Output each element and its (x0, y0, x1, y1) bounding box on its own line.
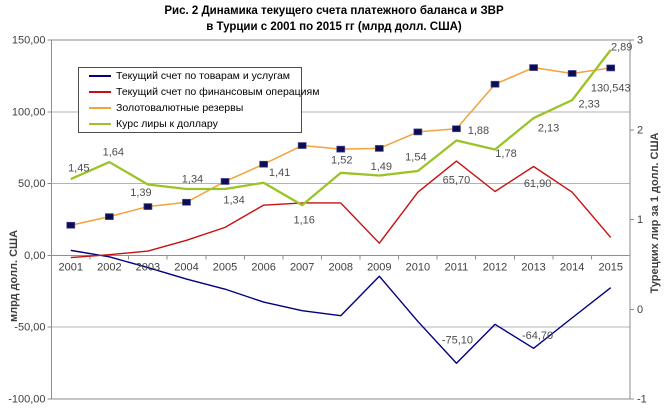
svg-text:2006: 2006 (251, 261, 275, 273)
legend-label: Текущий счет по товарам и услугам (116, 70, 291, 82)
svg-text:1,78: 1,78 (495, 148, 516, 160)
svg-text:2: 2 (637, 124, 643, 136)
svg-text:2,13: 2,13 (538, 123, 559, 135)
legend-item-lira-exchange-rate: Курс лиры к доллару (79, 116, 301, 132)
legend-swatch-navy-line (89, 75, 111, 77)
svg-text:1,52: 1,52 (331, 154, 352, 166)
svg-text:0,00: 0,00 (24, 250, 45, 262)
legend-item-gold-currency-reserves: Золотовалютные резервы (79, 100, 301, 116)
svg-text:2010: 2010 (406, 261, 430, 273)
svg-text:100,00: 100,00 (12, 106, 46, 118)
svg-text:1,45: 1,45 (68, 163, 89, 175)
svg-text:2005: 2005 (213, 261, 237, 273)
svg-text:1,88: 1,88 (468, 125, 489, 137)
chart-title-line1: Рис. 2 Динамика текущего счета платежног… (164, 5, 504, 17)
legend-label: Курс лиры к доллару (116, 118, 218, 130)
svg-text:1,54: 1,54 (405, 152, 426, 164)
legend-swatch-red-line (89, 91, 111, 93)
svg-text:65,70: 65,70 (443, 175, 471, 187)
svg-text:-50,00: -50,00 (14, 322, 45, 334)
svg-text:1: 1 (637, 214, 643, 226)
svg-text:1,41: 1,41 (269, 167, 290, 179)
chart-title-line2: в Турции с 2001 по 2015 гг (млрд долл. С… (206, 21, 462, 33)
svg-text:3: 3 (637, 35, 643, 47)
svg-text:-100,00: -100,00 (8, 394, 45, 406)
svg-text:-64,70: -64,70 (522, 330, 553, 342)
svg-text:-75,10: -75,10 (442, 335, 473, 347)
svg-text:2011: 2011 (445, 261, 469, 273)
svg-text:2008: 2008 (329, 261, 353, 273)
svg-text:1,34: 1,34 (223, 194, 244, 206)
svg-text:2002: 2002 (97, 261, 121, 273)
svg-text:2012: 2012 (483, 261, 507, 273)
svg-text:1,49: 1,49 (371, 161, 392, 173)
svg-text:61,90: 61,90 (524, 178, 552, 190)
svg-text:2001: 2001 (59, 261, 83, 273)
svg-text:2004: 2004 (174, 261, 198, 273)
svg-text:1,34: 1,34 (182, 173, 203, 185)
svg-text:2,89: 2,89 (611, 41, 632, 53)
legend: Текущий счет по товарам и услугам Текущи… (78, 67, 319, 133)
svg-text:-1: -1 (637, 394, 647, 406)
svg-text:130,543: 130,543 (591, 82, 631, 94)
left-axis-title: млрд долл. США (8, 229, 20, 323)
svg-text:1,64: 1,64 (103, 147, 124, 159)
legend-label: Золотовалютные резервы (116, 102, 244, 114)
right-axis-title: Турецких лир за 1 долл. США (649, 132, 661, 294)
legend-item-current-account-goods: Текущий счет по товарам и услугам (79, 68, 301, 84)
svg-text:2009: 2009 (367, 261, 391, 273)
svg-text:2007: 2007 (290, 261, 314, 273)
svg-text:2,33: 2,33 (578, 99, 599, 111)
svg-text:2013: 2013 (521, 261, 545, 273)
legend-label: Текущий счет по финансовым операциям (116, 86, 320, 98)
svg-text:150,00: 150,00 (12, 35, 46, 47)
svg-text:2015: 2015 (598, 261, 622, 273)
legend-swatch-green-line (89, 123, 111, 125)
svg-text:2003: 2003 (136, 261, 160, 273)
svg-text:1,16: 1,16 (293, 215, 314, 227)
svg-text:2014: 2014 (560, 261, 584, 273)
chart-title: Рис. 2 Динамика текущего счета платежног… (0, 3, 668, 35)
svg-text:1,39: 1,39 (130, 187, 151, 199)
svg-text:0: 0 (637, 304, 643, 316)
svg-text:50,00: 50,00 (18, 178, 46, 190)
legend-swatch-orange-line (89, 107, 111, 109)
legend-item-financial-operations: Текущий счет по финансовым операциям (79, 84, 319, 100)
